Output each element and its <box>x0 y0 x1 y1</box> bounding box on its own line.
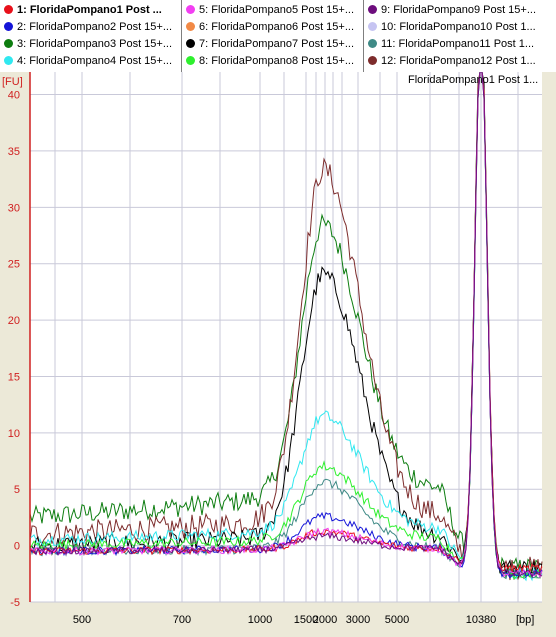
series-line-1 <box>29 72 543 579</box>
chart-title: FloridaPompano1 Post 1... <box>408 74 538 86</box>
x-tick-label: 1000 <box>248 614 272 626</box>
legend-entry-6[interactable]: 6: FloridaPompano6 Post 15+... <box>186 19 362 36</box>
legend-color-marker <box>368 56 377 65</box>
y-tick-label: 30 <box>8 202 20 214</box>
legend-entry-8[interactable]: 8: FloridaPompano8 Post 15+... <box>186 53 362 70</box>
legend-color-marker <box>368 22 377 31</box>
legend-label: 12: FloridaPompano12 Post 1... <box>381 55 536 67</box>
legend-label: 7: FloridaPompano7 Post 15+... <box>199 38 355 50</box>
series-line-10 <box>29 72 543 579</box>
legend-color-marker <box>186 39 195 48</box>
legend-label: 2: FloridaPompano2 Post 15+... <box>17 21 173 33</box>
legend-label: 8: FloridaPompano8 Post 15+... <box>199 55 355 67</box>
series-line-3 <box>29 72 543 578</box>
legend-column-2 <box>182 0 364 72</box>
y-tick-label: 40 <box>8 90 20 102</box>
x-tick-label: 700 <box>173 614 191 626</box>
legend-entry-2[interactable]: 2: FloridaPompano2 Post 15+... <box>4 19 180 36</box>
y-tick-label: 5 <box>14 484 20 496</box>
legend-entry-12[interactable]: 12: FloridaPompano12 Post 1... <box>368 53 556 70</box>
x-axis-label: [bp] <box>516 614 534 626</box>
legend-label: 6: FloridaPompano6 Post 15+... <box>199 21 355 33</box>
y-tick-label: 15 <box>8 371 20 383</box>
legend-label: 10: FloridaPompano10 Post 1... <box>381 21 536 33</box>
y-tick-label: 20 <box>8 315 20 327</box>
series-line-2 <box>29 72 543 581</box>
legend-label: 11: FloridaPompano11 Post 1... <box>381 38 535 50</box>
legend-color-marker <box>186 56 195 65</box>
legend-color-marker <box>368 39 377 48</box>
legend-color-marker <box>4 5 13 14</box>
x-tick-label: 500 <box>73 614 91 626</box>
series-line-8 <box>29 72 543 574</box>
legend-color-marker <box>4 39 13 48</box>
legend-color-marker <box>186 5 195 14</box>
legend-column-1 <box>0 0 182 72</box>
legend-label: 3: FloridaPompano3 Post 15+... <box>17 38 173 50</box>
legend-entry-3[interactable]: 3: FloridaPompano3 Post 15+... <box>4 36 180 53</box>
legend-entry-5[interactable]: 5: FloridaPompano5 Post 15+... <box>186 2 362 19</box>
legend-label: 9: FloridaPompano9 Post 15+... <box>381 4 537 16</box>
legend-label: 4: FloridaPompano4 Post 15+... <box>17 55 173 67</box>
x-tick-label: 2000 <box>313 614 337 626</box>
series-line-9 <box>29 72 543 579</box>
y-tick-label: -5 <box>10 597 20 609</box>
y-tick-label: 10 <box>8 428 20 440</box>
legend-panel: 1: FloridaPompano1 Post ... 2: FloridaPom… <box>0 0 556 72</box>
x-tick-label: 3000 <box>346 614 370 626</box>
x-tick-label: 5000 <box>385 614 409 626</box>
legend-color-marker <box>4 56 13 65</box>
y-tick-label: 25 <box>8 259 20 271</box>
y-tick-label: 0 <box>14 541 20 553</box>
legend-entry-10[interactable]: 10: FloridaPompano10 Post 1... <box>368 19 556 36</box>
legend-entry-7[interactable]: 7: FloridaPompano7 Post 15+... <box>186 36 362 53</box>
legend-label: 1: FloridaPompano1 Post ... <box>17 4 162 16</box>
x-tick-label: 1500 <box>294 614 318 626</box>
legend-label: 5: FloridaPompano5 Post 15+... <box>199 4 355 16</box>
x-tick-label: 10380 <box>466 614 497 626</box>
legend-entry-4[interactable]: 4: FloridaPompano4 Post 15+... <box>4 53 180 70</box>
legend-color-marker <box>4 22 13 31</box>
legend-entry-9[interactable]: 9: FloridaPompano9 Post 15+... <box>368 2 556 19</box>
y-tick-labels: -5 0 5 10 15 20 25 30 35 40 <box>8 90 20 609</box>
series-line-4 <box>29 72 543 582</box>
y-axis-label: [FU] <box>2 76 23 88</box>
y-tick-label: 35 <box>8 146 20 158</box>
plot-area <box>30 72 542 602</box>
legend-entry-1[interactable]: 1: FloridaPompano1 Post ... <box>4 2 180 19</box>
series-lines <box>29 72 543 582</box>
legend-color-marker <box>368 5 377 14</box>
legend-color-marker <box>186 22 195 31</box>
legend-entry-11[interactable]: 11: FloridaPompano11 Post 1... <box>368 36 556 53</box>
